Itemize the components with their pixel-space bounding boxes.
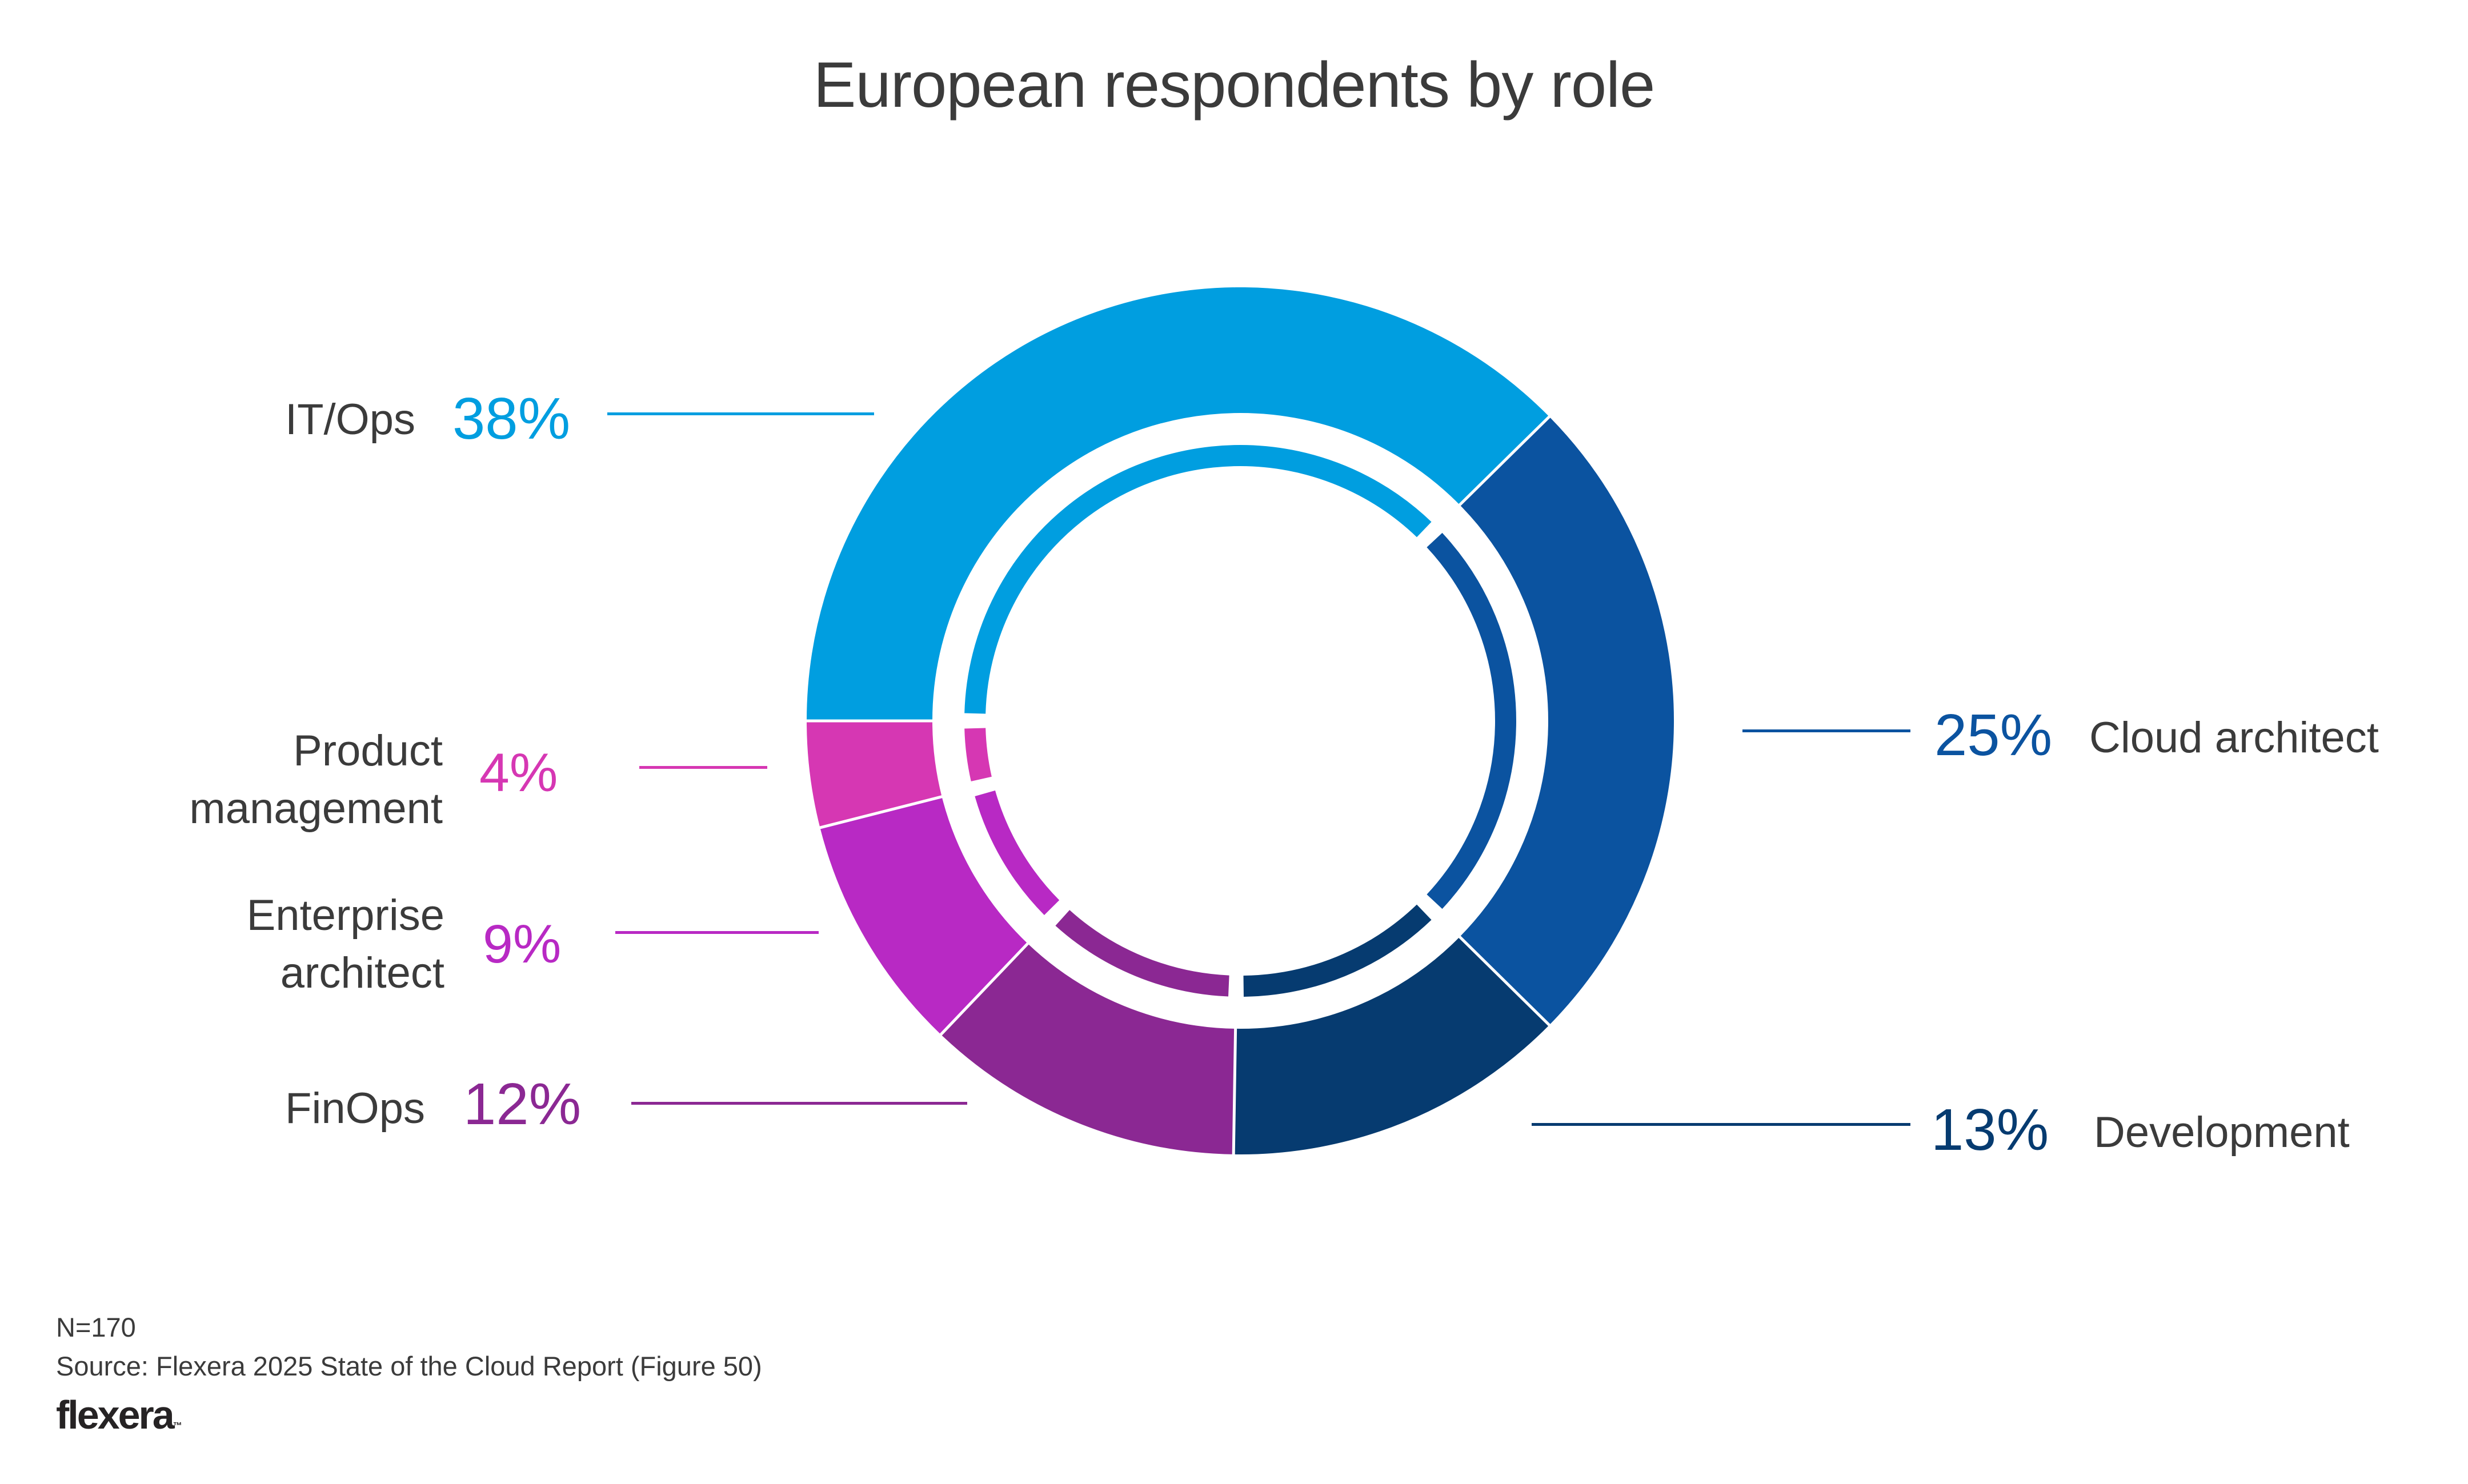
segment-divider: [1456, 933, 1553, 1028]
inner-ring-segment-product-management: [964, 728, 992, 781]
leader-line-it-ops: [607, 412, 874, 415]
donut-svg: [804, 287, 1674, 1157]
pct-product-management: 4%: [479, 743, 558, 803]
label-finops: FinOps: [285, 1084, 425, 1133]
donut-segment-product-management: [807, 720, 942, 828]
leader-line-development: [1532, 1123, 1910, 1126]
footer: N=170 Source: Flexera 2025 State of the …: [56, 1308, 762, 1446]
source-line: Source: Flexera 2025 State of the Cloud …: [56, 1351, 762, 1381]
donut-segment-enterprise-architect: [820, 796, 1028, 1035]
pct-development: 13%: [1931, 1097, 2049, 1162]
label-enterprise-architect: Enterprise architect: [246, 891, 444, 997]
segment-divider: [1456, 414, 1553, 508]
donut-segment-development: [1233, 936, 1549, 1154]
inner-ring-segment-development: [1243, 904, 1432, 997]
trademark-icon: ™: [173, 1421, 182, 1431]
pct-cloud-architect: 25%: [1934, 702, 2053, 768]
leader-line-finops: [631, 1102, 967, 1105]
inner-ring-segment-finops: [1055, 910, 1229, 997]
flexera-logo: flexera™: [56, 1393, 182, 1437]
segment-divider: [937, 940, 1031, 1038]
label-cloud-architect: Cloud architect: [2089, 713, 2379, 762]
leader-line-cloud-architect: [1742, 729, 1910, 732]
pct-finops: 12%: [463, 1071, 582, 1137]
label-product-management: Product management: [189, 727, 443, 833]
leader-line-enterprise-architect: [615, 931, 819, 934]
segment-divider: [1232, 1025, 1237, 1157]
segment-divider: [816, 795, 945, 830]
label-development: Development: [2094, 1108, 2350, 1157]
inner-ring-segment-it-ops: [964, 445, 1432, 714]
chart-title: European respondents by role: [813, 49, 1656, 121]
donut-segment-finops: [941, 942, 1236, 1154]
donut-chart: [804, 287, 1674, 1157]
inner-ring-segment-enterprise-architect: [975, 790, 1060, 915]
donut-segment-cloud-architect: [1459, 416, 1674, 1025]
label-it-ops: IT/Ops: [285, 395, 415, 444]
n-count: N=170: [56, 1312, 136, 1342]
inner-ring-segment-cloud-architect: [1427, 532, 1516, 909]
donut-segment-it-ops: [807, 287, 1549, 721]
pct-enterprise-architect: 9%: [483, 914, 562, 974]
pct-it-ops: 38%: [452, 386, 571, 451]
leader-line-product-management: [639, 766, 767, 769]
